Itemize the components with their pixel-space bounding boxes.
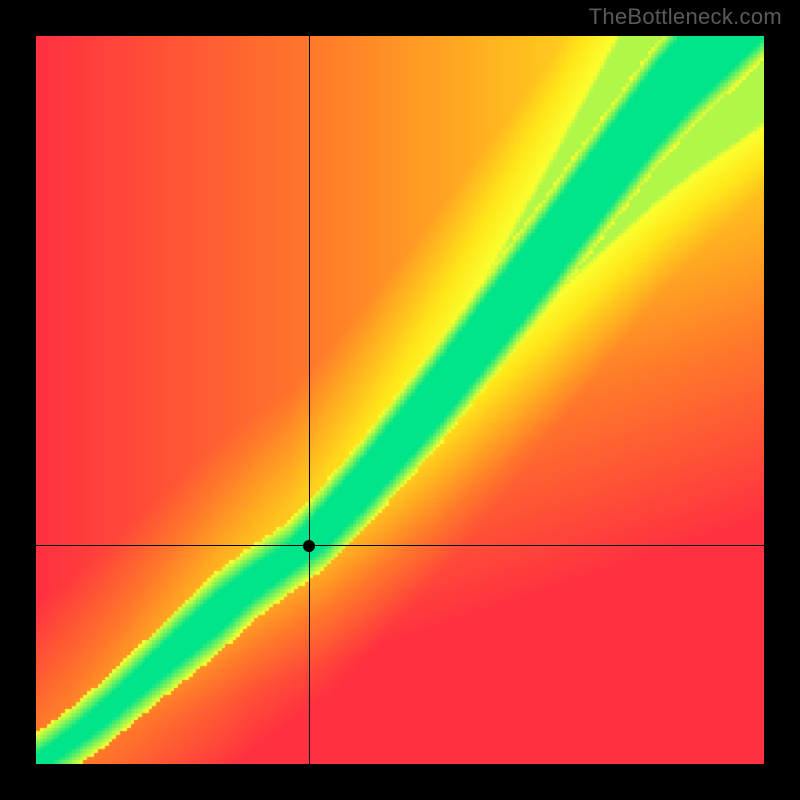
watermark-text: TheBottleneck.com [589,4,782,30]
crosshair-marker [303,540,315,552]
crosshair-vertical [309,36,310,764]
plot-frame [36,36,764,764]
crosshair-horizontal [36,545,764,546]
chart-container: TheBottleneck.com [0,0,800,800]
heatmap-canvas [36,36,764,764]
